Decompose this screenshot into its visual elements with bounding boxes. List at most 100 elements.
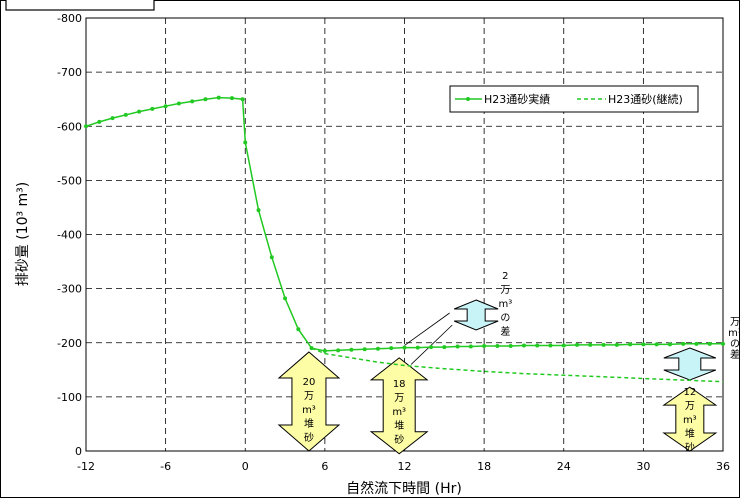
- diff-label-right: m³: [728, 328, 740, 339]
- data-point-actual: [97, 119, 102, 124]
- data-point-actual: [548, 343, 553, 348]
- deposit-label-6h: 砂: [304, 431, 314, 444]
- data-point-actual: [123, 112, 128, 117]
- data-point-actual: [628, 342, 633, 347]
- diff-label-center: m³: [498, 299, 512, 310]
- data-point-actual: [455, 344, 460, 349]
- diff-label-right: の: [730, 339, 740, 350]
- x-tick-label: 12: [398, 460, 412, 473]
- legend-label-continued: H23通砂(継続): [608, 92, 683, 106]
- deposit-label-36h: 堆: [685, 428, 695, 440]
- data-point-actual: [535, 343, 540, 348]
- series-layer: [84, 95, 725, 383]
- legend-marker-actual: [466, 97, 470, 101]
- data-point-actual: [641, 342, 646, 347]
- data-point-actual: [176, 101, 181, 106]
- deposit-label-12h: 堆: [394, 420, 404, 432]
- series-line-continued: [311, 347, 724, 383]
- data-point-actual: [561, 343, 566, 348]
- x-tick-label: 36: [716, 460, 730, 473]
- data-point-actual: [442, 345, 447, 350]
- data-point-actual: [216, 95, 221, 100]
- x-tick-label: 18: [477, 460, 491, 473]
- data-point-actual: [322, 348, 327, 353]
- data-point-actual: [468, 344, 473, 349]
- x-axis-title: 自然流下時間 (Hr): [346, 480, 462, 497]
- x-tick-label: 30: [636, 460, 650, 473]
- deposit-arrow-12h: [369, 357, 429, 455]
- data-point-actual: [654, 342, 659, 347]
- data-point-actual: [402, 345, 407, 350]
- y-tick-label: -400: [57, 229, 82, 242]
- data-point-actual: [482, 343, 487, 348]
- data-point-actual: [229, 96, 234, 101]
- data-point-actual: [707, 341, 712, 346]
- y-tick-label: -700: [57, 66, 82, 79]
- y-tick-label: 0: [75, 445, 82, 458]
- diff-label-center: 2: [502, 271, 508, 282]
- deposit-label-6h: 万: [304, 391, 314, 402]
- y-tick-label: -300: [57, 283, 82, 296]
- data-point-actual: [601, 342, 606, 347]
- diff-arrow-center: [453, 299, 499, 331]
- data-point-actual: [190, 99, 195, 104]
- data-point-actual: [614, 342, 619, 347]
- deposit-label-12h: m³: [392, 407, 406, 418]
- plot-area-border: [85, 17, 724, 452]
- data-point-actual: [84, 124, 88, 129]
- y-tick-label: -100: [57, 391, 82, 404]
- diff-label-center: 差: [500, 325, 510, 338]
- x-tick-label: 0: [242, 460, 249, 473]
- diff-arrow-right: [663, 347, 717, 381]
- leader-line: [404, 312, 450, 346]
- data-point-actual: [203, 97, 208, 102]
- data-point-actual: [336, 348, 341, 353]
- data-point-actual: [681, 341, 686, 346]
- deposit-label-36h: m³: [683, 415, 697, 426]
- data-point-actual: [137, 109, 142, 114]
- x-tick-label: -6: [160, 460, 171, 473]
- data-point-actual: [349, 347, 354, 352]
- data-point-actual: [667, 342, 672, 347]
- diff-label-right: 万: [730, 317, 740, 328]
- data-point-actual: [243, 140, 248, 145]
- data-point-actual: [721, 341, 725, 346]
- y-tick-label: -600: [57, 120, 82, 133]
- data-point-actual: [694, 341, 699, 346]
- data-point-actual: [389, 346, 394, 351]
- deposit-label-12h: 万: [394, 393, 404, 404]
- diff-label-right: 差: [730, 348, 740, 361]
- data-point-actual: [588, 342, 593, 347]
- x-tick-label: 24: [557, 460, 571, 473]
- data-point-actual: [240, 97, 245, 102]
- legend-box: [449, 85, 699, 113]
- y-axis-title: 排砂量 (10³ m³): [15, 182, 31, 287]
- data-point-actual: [575, 342, 580, 347]
- data-point-actual: [508, 343, 513, 348]
- deposit-label-6h: m³: [302, 405, 316, 416]
- x-tick-label: 6: [321, 460, 328, 473]
- deposit-label-36h: 万: [685, 401, 695, 412]
- x-tick-label: -12: [77, 460, 95, 473]
- deposit-arrow-36h: [662, 386, 718, 452]
- deposit-arrow-6h: [277, 351, 341, 452]
- data-point-actual: [296, 327, 301, 332]
- data-point-actual: [375, 346, 380, 351]
- data-point-actual: [110, 116, 115, 121]
- series-line-actual: [85, 96, 723, 352]
- data-point-actual: [150, 106, 155, 111]
- data-point-actual: [521, 343, 526, 348]
- diff-label-center: の: [500, 313, 510, 324]
- y-tick-label: -800: [57, 12, 82, 25]
- leader-line: [410, 324, 453, 365]
- legend-label-actual: H23通砂実績: [484, 92, 550, 106]
- data-point-actual: [163, 104, 168, 109]
- y-tick-label: -500: [57, 174, 82, 187]
- data-point-actual: [256, 208, 261, 213]
- deposit-label-6h: 堆: [304, 418, 314, 430]
- data-point-actual: [283, 296, 288, 301]
- deposit-label-12h: 砂: [394, 433, 404, 446]
- diff-label-center: 万: [500, 285, 510, 296]
